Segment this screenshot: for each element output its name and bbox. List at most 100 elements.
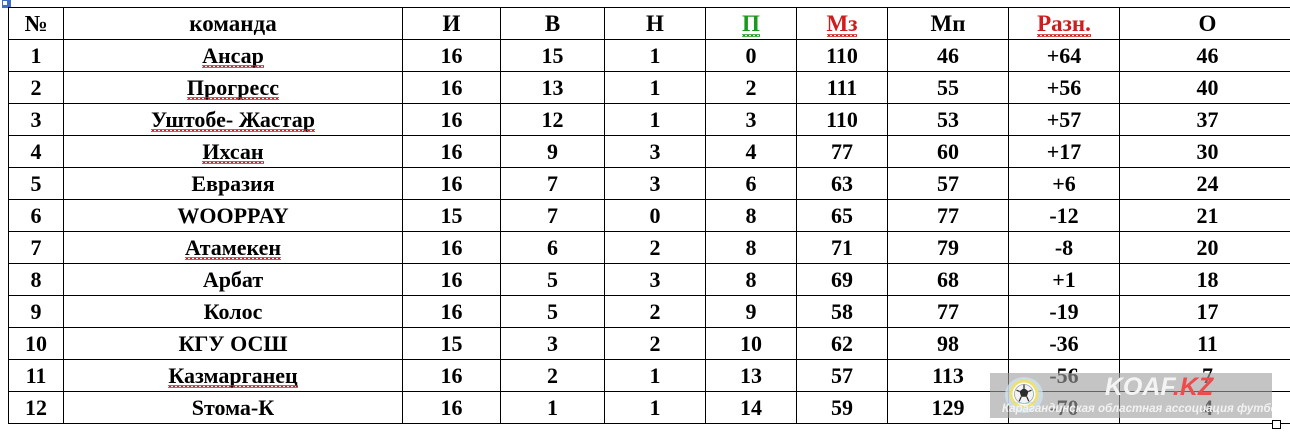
cell-num: 8	[8, 263, 64, 296]
cell-w: 2	[500, 359, 605, 392]
team-name: Колос	[203, 299, 263, 324]
cell-value-gf: 62	[831, 331, 853, 356]
cell-w: 5	[500, 263, 605, 296]
cell-d: 3	[604, 135, 706, 168]
selection-handle[interactable]	[1272, 420, 1281, 429]
team-name: Уштобе- Жастар	[150, 105, 316, 135]
cell-value-l: 4	[745, 139, 757, 164]
column-header-pts: О	[1119, 7, 1290, 40]
cell-value-num: 1	[30, 43, 42, 68]
cell-num: 3	[8, 103, 64, 136]
cell-ga: 68	[887, 263, 1009, 296]
column-header-num: №	[8, 7, 64, 40]
column-header-gf: Мз	[796, 7, 888, 40]
cell-ga: 113	[887, 359, 1009, 392]
cell-value-diff: +56	[1046, 75, 1082, 100]
cell-team: Уштобе- Жастар	[63, 103, 403, 136]
cell-d: 1	[604, 391, 706, 424]
cell-value-w: 9	[547, 139, 558, 164]
table-row: 6 WOOPPAY 15 7 0 8 65 77 -12 21	[8, 199, 1290, 232]
cell-diff: -70	[1008, 391, 1120, 424]
cell-value-gf: 77	[831, 139, 853, 164]
cell-value-w: 3	[547, 331, 558, 356]
cell-value-w: 5	[547, 299, 558, 324]
cell-value-pts: 7	[1202, 363, 1213, 388]
cell-value-ga: 46	[937, 43, 959, 68]
column-header-label: Разн.	[1037, 9, 1091, 39]
cell-value-g: 16	[440, 395, 463, 420]
cell-ga: 79	[887, 231, 1009, 264]
cell-g: 16	[402, 135, 501, 168]
cell-gf: 71	[796, 231, 888, 264]
cell-num: 9	[8, 295, 64, 328]
cell-value-diff: -8	[1054, 235, 1074, 260]
cell-value-ga: 55	[937, 75, 959, 100]
column-header-ga: Мп	[887, 7, 1009, 40]
cell-value-d: 0	[649, 203, 661, 228]
document-anchor-marker	[2, 0, 11, 8]
cell-value-num: 7	[30, 235, 42, 260]
cell-w: 3	[500, 327, 605, 360]
cell-g: 15	[402, 327, 501, 360]
cell-value-pts: 11	[1197, 331, 1218, 356]
cell-value-pts: 40	[1196, 75, 1219, 100]
cell-value-g: 16	[440, 107, 463, 132]
cell-value-d: 1	[649, 363, 661, 388]
cell-value-gf: 58	[831, 299, 853, 324]
cell-value-ga: 77	[937, 299, 959, 324]
cell-diff: -36	[1008, 327, 1120, 360]
cell-value-g: 16	[440, 267, 463, 292]
cell-d: 2	[604, 327, 706, 360]
cell-pts: 18	[1119, 263, 1290, 296]
cell-diff: -12	[1008, 199, 1120, 232]
cell-value-w: 1	[547, 395, 558, 420]
cell-gf: 110	[796, 39, 888, 72]
team-name: Атамекен	[184, 233, 282, 263]
cell-value-pts: 37	[1196, 107, 1219, 132]
cell-d: 1	[604, 39, 706, 72]
cell-ga: 77	[887, 295, 1009, 328]
cell-value-num: 3	[30, 107, 42, 132]
cell-w: 1	[500, 391, 605, 424]
cell-value-diff: -36	[1049, 331, 1079, 356]
cell-team: Sтома-К	[63, 391, 403, 424]
cell-value-gf: 57	[831, 363, 853, 388]
cell-g: 16	[402, 295, 501, 328]
league-standings-table: № команда И В Н П Мз Мп Разн. О 1 Ансар 16 15 1 0 110 46…	[8, 7, 1290, 424]
cell-team: Ихсан	[63, 135, 403, 168]
cell-value-g: 15	[440, 203, 463, 228]
cell-ga: 60	[887, 135, 1009, 168]
cell-ga: 55	[887, 71, 1009, 104]
column-header-diff: Разн.	[1008, 7, 1120, 40]
cell-value-diff: +6	[1052, 171, 1076, 196]
table-header: № команда И В Н П Мз Мп Разн. О	[8, 7, 1290, 40]
column-header-label: И	[442, 11, 461, 36]
table-row: 7 Атамекен 16 6 2 8 71 79 -8 20	[8, 231, 1290, 264]
table-row: 1 Ансар 16 15 1 0 110 46 +64 46	[8, 39, 1290, 72]
column-header-l: П	[705, 7, 797, 40]
cell-team: Арбат	[63, 263, 403, 296]
cell-num: 10	[8, 327, 64, 360]
cell-l: 10	[705, 327, 797, 360]
cell-value-w: 13	[541, 75, 564, 100]
cell-value-l: 9	[745, 299, 757, 324]
cell-team: Прогресс	[63, 71, 403, 104]
cell-gf: 59	[796, 391, 888, 424]
cell-value-g: 15	[440, 331, 463, 356]
cell-num: 6	[8, 199, 64, 232]
column-header-label: Мз	[826, 9, 857, 39]
cell-value-num: 5	[30, 171, 42, 196]
cell-value-num: 11	[25, 363, 47, 388]
column-header-label: команда	[189, 11, 277, 36]
column-header-g: И	[402, 7, 501, 40]
cell-pts: 24	[1119, 167, 1290, 200]
cell-num: 5	[8, 167, 64, 200]
cell-w: 15	[500, 39, 605, 72]
team-name: Прогресс	[186, 73, 280, 103]
cell-value-diff: +1	[1052, 267, 1076, 292]
cell-value-gf: 59	[831, 395, 853, 420]
cell-value-d: 3	[649, 139, 661, 164]
cell-diff: -19	[1008, 295, 1120, 328]
cell-ga: 53	[887, 103, 1009, 136]
cell-num: 7	[8, 231, 64, 264]
